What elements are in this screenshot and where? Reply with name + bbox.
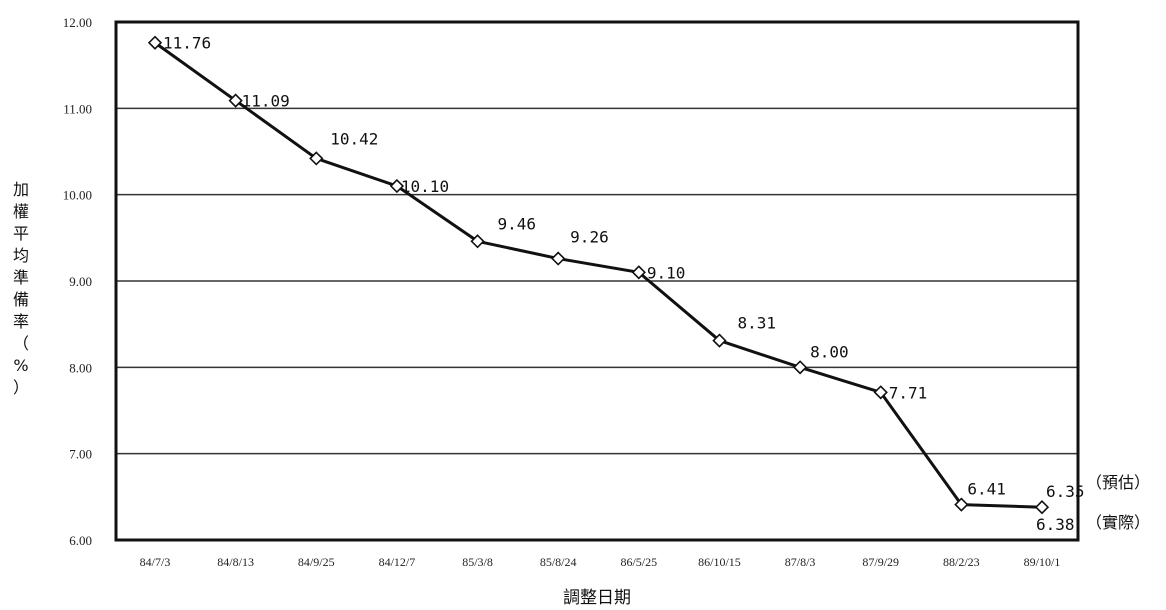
- x-tick-label: 85/8/24: [540, 555, 577, 569]
- data-label: 8.31: [737, 314, 776, 333]
- actual-note: （實際）: [1086, 513, 1150, 532]
- data-label: 8.00: [810, 342, 849, 361]
- data-label: 11.09: [242, 92, 290, 111]
- y-tick-label: 8.00: [69, 360, 92, 375]
- x-tick-label: 86/5/25: [620, 555, 657, 569]
- data-label: 7.71: [889, 383, 928, 402]
- x-tick-label: 89/10/1: [1024, 555, 1061, 569]
- data-label: 9.46: [498, 214, 537, 233]
- data-labels: 11.76 11.09 10.42 10.10 9.46 9.26 9.10 8.31 8.00…: [163, 34, 1085, 501]
- y-axis-title-char: 備: [13, 290, 29, 309]
- data-label: 9.10: [647, 263, 686, 282]
- gridlines: [116, 107, 1078, 455]
- y-axis-title-char: 平: [13, 224, 29, 243]
- y-tick-label: 7.00: [69, 447, 92, 462]
- data-points: [147, 35, 1050, 515]
- y-axis-title-char: 加: [13, 180, 29, 199]
- data-point-marker: [147, 35, 163, 50]
- data-label: 10.42: [330, 129, 378, 148]
- data-point-marker: [712, 333, 727, 348]
- x-tick-label: 85/3/8: [462, 555, 493, 569]
- x-tick-label: 84/8/13: [217, 555, 254, 569]
- plot-frame: [114, 20, 1080, 542]
- data-point-marker: [631, 265, 646, 280]
- x-tick-label: 84/9/25: [298, 555, 335, 569]
- y-tick-label: 6.00: [69, 533, 92, 548]
- x-tick-label: 87/8/3: [785, 555, 816, 569]
- x-tick-label: 86/10/15: [698, 555, 741, 569]
- data-point-marker: [551, 251, 566, 266]
- x-tick-label: 84/7/3: [140, 555, 171, 569]
- estimate-note: （預估）: [1086, 473, 1150, 492]
- data-point-marker: [792, 360, 808, 375]
- data-label: 6.41: [967, 480, 1006, 499]
- x-tick-label: 84/12/7: [379, 555, 416, 569]
- y-tick-label: 11.00: [63, 101, 92, 116]
- data-label: 6.35: [1046, 482, 1085, 501]
- y-axis-title-char: 權: [13, 202, 29, 221]
- data-label: 11.76: [163, 34, 211, 53]
- data-point-marker: [309, 151, 324, 166]
- data-point-marker: [954, 497, 969, 512]
- data-point-marker: [389, 178, 405, 194]
- y-axis-title-char: （: [13, 334, 29, 353]
- data-label: 10.10: [401, 177, 449, 196]
- y-axis-title-char: ）: [13, 378, 29, 397]
- y-axis-title-char: %: [13, 356, 28, 375]
- data-point-marker: [228, 93, 243, 108]
- data-point-marker: [873, 385, 888, 400]
- data-point-marker: [1034, 500, 1050, 515]
- data-point-marker: [470, 234, 485, 249]
- data-label: 9.26: [570, 228, 609, 247]
- x-axis-ticks: 84/7/3 84/8/13 84/9/25 84/12/7 85/3/8 85/8/24…: [140, 555, 1061, 569]
- y-axis-title-char: 均: [13, 246, 29, 265]
- y-tick-label: 12.00: [63, 15, 92, 30]
- x-axis-title: 調整日期: [563, 588, 631, 608]
- y-axis-title-char: 率: [13, 312, 29, 331]
- x-tick-label: 87/9/29: [862, 555, 899, 569]
- y-tick-label: 9.00: [69, 274, 92, 289]
- y-axis-ticks: 12.00 11.00 10.00 9.00 8.00 7.00 6.00: [63, 15, 92, 548]
- last-actual-value-label: 6.38: [1036, 515, 1075, 534]
- y-tick-label: 10.00: [63, 188, 92, 203]
- y-axis-title-char: 準: [13, 268, 29, 287]
- series-line: [154, 41, 1043, 509]
- x-tick-label: 88/2/23: [943, 555, 980, 569]
